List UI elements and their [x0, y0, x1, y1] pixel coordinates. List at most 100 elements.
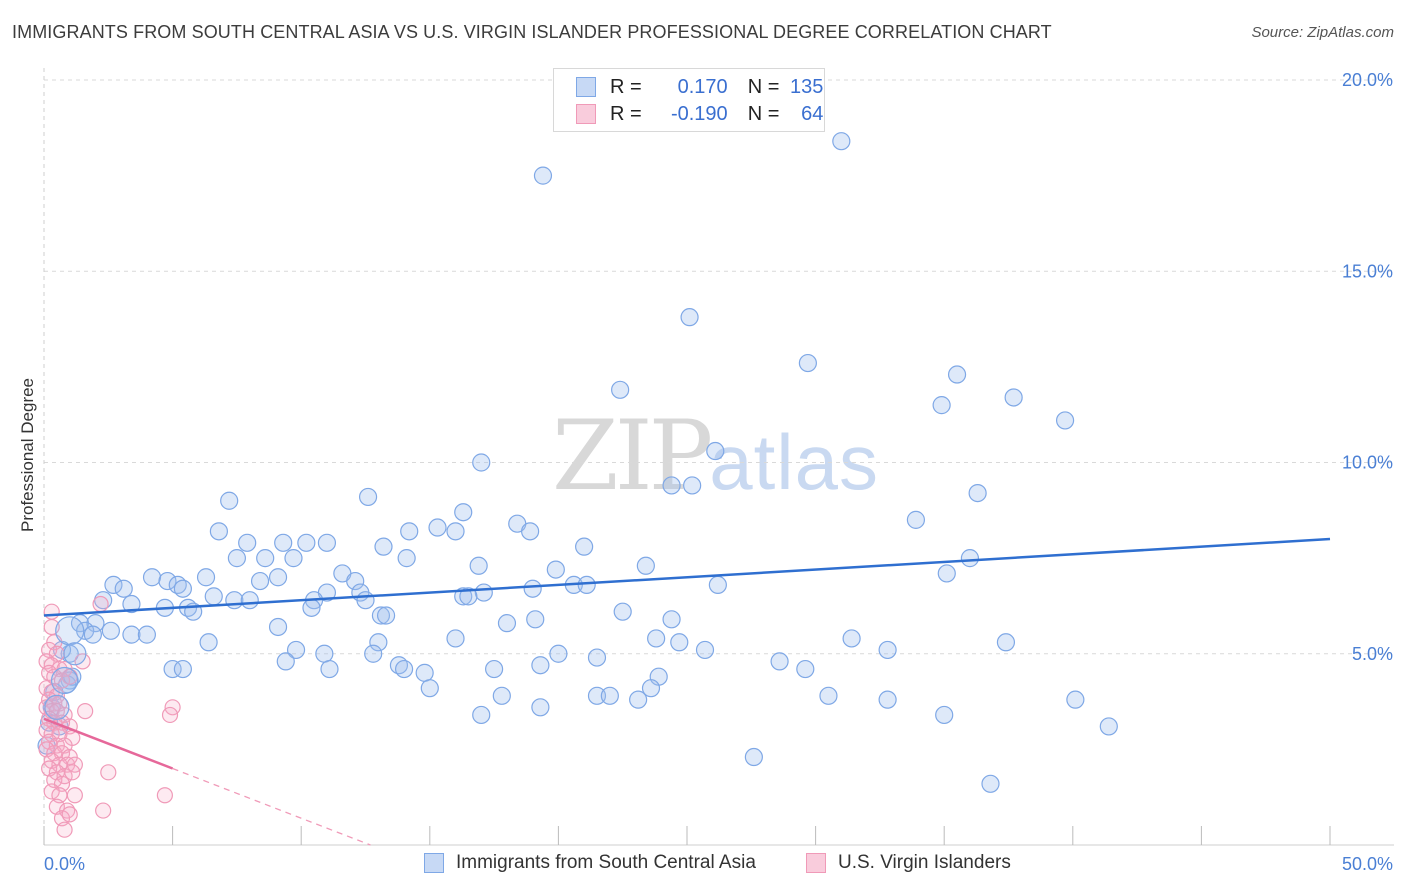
pink-trend-extension — [172, 767, 371, 846]
blue-point — [680, 308, 699, 327]
legend-r-value: -0.190 — [670, 102, 728, 125]
blue-point — [86, 614, 105, 633]
blue-point — [268, 568, 288, 587]
blue-point — [142, 568, 162, 587]
blue-point — [446, 522, 465, 541]
blue-point — [523, 579, 542, 598]
blue-point — [474, 583, 493, 602]
legend-n-value: 64 — [801, 102, 824, 125]
blue-point — [428, 518, 447, 537]
blue-point — [420, 679, 439, 698]
legend-n-value: 135 — [790, 75, 824, 98]
blue-point — [199, 633, 218, 652]
blue-point — [744, 747, 763, 767]
blue-point — [297, 533, 316, 552]
blue-point — [960, 549, 980, 568]
blue-point — [356, 591, 375, 610]
blue-point — [575, 537, 594, 556]
blue-point — [220, 491, 239, 510]
source-label: Source: ZipAtlas.com — [1251, 24, 1394, 41]
blue-point — [358, 487, 378, 507]
blue-trend-line — [43, 537, 1331, 617]
series-legend-item-pink[interactable]: U.S. Virgin Islanders — [806, 852, 1011, 874]
blue-point — [670, 633, 689, 652]
series-swatch-pink — [806, 853, 826, 873]
blue-point — [796, 659, 815, 679]
series-swatch-blue — [424, 853, 444, 873]
blue-point — [706, 441, 725, 461]
watermark-zip: ZIP — [552, 400, 713, 512]
blue-point — [374, 537, 393, 556]
legend-row-pink: R = -0.190 N = 64 — [576, 101, 823, 127]
blue-point — [947, 365, 967, 384]
blue-point — [446, 629, 465, 648]
blue-point — [577, 575, 596, 595]
blue-point — [240, 591, 259, 610]
blue-point — [163, 659, 182, 679]
blue-point — [485, 659, 504, 679]
blue-point — [878, 640, 897, 660]
series-legend-item-blue[interactable]: Immigrants from South Central Asia — [424, 852, 756, 874]
blue-point — [227, 549, 246, 568]
y-tick-label: 15.0% — [1342, 261, 1393, 281]
blue-point — [600, 686, 619, 705]
blue-point — [158, 571, 177, 591]
blue-point — [122, 594, 141, 614]
blue-point — [641, 679, 661, 698]
y-tick-label: 5.0% — [1352, 644, 1393, 664]
x-tick-label: 50.0% — [1342, 854, 1393, 874]
series-legend-label: U.S. Virgin Islanders — [838, 852, 1011, 873]
pink-point — [66, 787, 83, 804]
blue-point — [276, 652, 295, 671]
blue-point — [122, 625, 141, 644]
legend-swatch-pink — [576, 104, 596, 124]
pink-point — [64, 764, 81, 781]
blue-point — [1099, 717, 1118, 736]
blue-point — [549, 644, 568, 663]
blue-point — [613, 602, 632, 621]
blue-point — [209, 522, 228, 541]
blue-point — [364, 644, 383, 663]
legend-r-label: R = — [610, 75, 642, 98]
blue-point — [587, 686, 607, 705]
blue-point — [63, 642, 87, 666]
blue-point — [173, 659, 192, 679]
blue-point — [497, 614, 517, 633]
pink-point — [53, 672, 71, 689]
legend-n-label: N = — [747, 102, 780, 125]
blue-point — [101, 621, 120, 640]
blue-point — [454, 503, 473, 522]
pink-trend-line — [43, 717, 174, 770]
blue-point — [376, 606, 396, 625]
pink-point — [56, 821, 73, 838]
blue-point — [708, 575, 727, 595]
blue-point — [256, 549, 275, 568]
blue-point — [1055, 411, 1075, 430]
blue-point — [533, 166, 553, 185]
chart-title: IMMIGRANTS FROM SOUTH CENTRAL ASIA VS U.… — [12, 22, 1052, 42]
blue-point — [268, 617, 288, 637]
series-legend: Immigrants from South Central Asia U.S. … — [0, 852, 1406, 876]
blue-point — [44, 694, 70, 720]
blue-point — [196, 568, 216, 587]
blue-point — [204, 587, 223, 606]
blue-point — [415, 663, 434, 682]
blue-point — [819, 686, 838, 705]
blue-point — [394, 659, 414, 679]
pink-point — [95, 802, 112, 819]
blue-point — [369, 633, 388, 652]
blue-point — [284, 549, 303, 568]
blue-point — [137, 625, 156, 644]
legend-row-blue: R = 0.170 N = 135 — [576, 74, 823, 100]
blue-point — [611, 380, 630, 399]
pink-point — [43, 603, 60, 620]
legend-swatch-blue — [576, 77, 596, 97]
blue-point — [937, 564, 956, 583]
blue-point — [798, 353, 817, 373]
blue-point — [371, 606, 391, 625]
blue-point — [878, 690, 897, 709]
blue-point — [636, 556, 655, 575]
y-tick-label: 10.0% — [1342, 453, 1393, 473]
blue-point — [842, 629, 861, 648]
pink-point — [100, 764, 117, 781]
